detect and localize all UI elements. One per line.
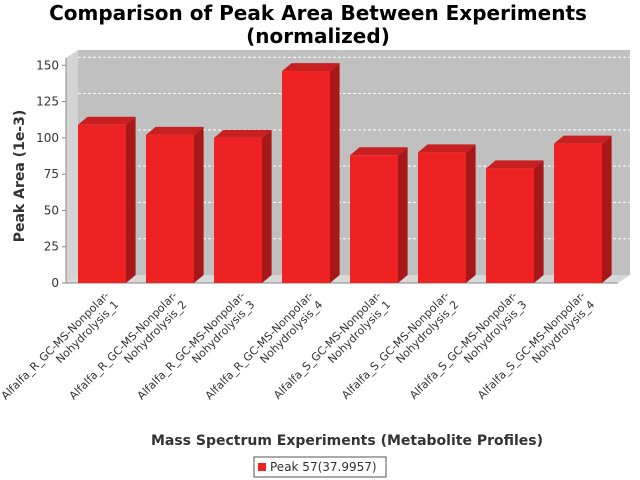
bar [418,144,476,283]
bar-top [350,147,408,156]
legend: Peak 57(37.9957) [253,456,387,478]
y-tick-label: 125 [36,95,59,109]
bar-side [262,129,272,283]
bars [78,63,612,284]
bar-top [418,144,476,153]
bar-front [418,152,466,283]
bar-top [214,129,272,138]
bar-side [126,116,136,283]
bar-side [398,147,408,283]
bar-top [282,63,340,72]
x-tick-label-line: Alfalfa_R_GC-MS-Nonpolar- [203,289,316,402]
bar-top [78,116,136,125]
bar-front [78,124,126,283]
bar [554,135,612,283]
chart-subtitle: (normalized) [246,24,390,48]
bar-front [554,143,602,283]
bar-top [554,135,612,144]
x-tick-label-line: Alfalfa_S_GC-MS-Nonpolar- [271,289,384,402]
y-axis: 0 25 50 75 100 125 150 [36,58,66,290]
bar [146,126,204,283]
x-axis-label: Mass Spectrum Experiments (Metabolite Pr… [151,433,543,449]
y-tick-label: 25 [44,240,59,254]
bar-side [330,63,340,284]
legend-box [253,456,387,478]
y-tick-label: 150 [36,58,59,72]
x-axis-tick-labels: Alfalfa_R_GC-MS-Nonpolar-Nohydrolysis_1A… [0,289,597,412]
bar-top [146,126,204,135]
chart-title: Comparison of Peak Area Between Experime… [49,1,587,25]
x-tick-label-line: Alfalfa_S_GC-MS-Nonpolar- [339,289,452,402]
y-axis-label: Peak Area (1e-3) [12,110,28,243]
x-tick-label-line: Alfalfa_R_GC-MS-Nonpolar- [135,289,248,402]
bar-side [602,135,612,283]
y-tick-label: 0 [51,276,59,290]
bar [486,160,544,283]
x-tick-label-line: Alfalfa_R_GC-MS-Nonpolar- [0,289,112,402]
legend-entry: Peak 57(37.9957) [270,460,377,474]
bar [350,147,408,283]
bar-front [350,155,398,283]
y-tick-label: 75 [44,167,59,181]
bar-front [146,134,194,283]
bar [214,129,272,283]
bar-front [282,71,330,283]
plot-side-wall [66,50,78,283]
bar [78,116,136,283]
legend-swatch [258,463,266,471]
y-tick-label: 50 [44,203,59,217]
x-tick-label: Alfalfa_R_GC-MS-Nonpolar-Nohydrolysis_1 [0,289,121,412]
bar-side [534,160,544,283]
bar [282,63,340,284]
x-tick-label-line: Alfalfa_S_GC-MS-Nonpolar- [407,289,520,402]
x-tick-label-line: Alfalfa_S_GC-MS-Nonpolar- [475,289,588,402]
y-tick-label: 100 [36,131,59,145]
bar-top [486,160,544,169]
bar-side [466,144,476,283]
x-tick-label-line: Alfalfa_R_GC-MS-Nonpolar- [67,289,180,402]
bar-side [194,126,204,283]
bar-front [214,137,262,283]
bar-front [486,168,534,283]
